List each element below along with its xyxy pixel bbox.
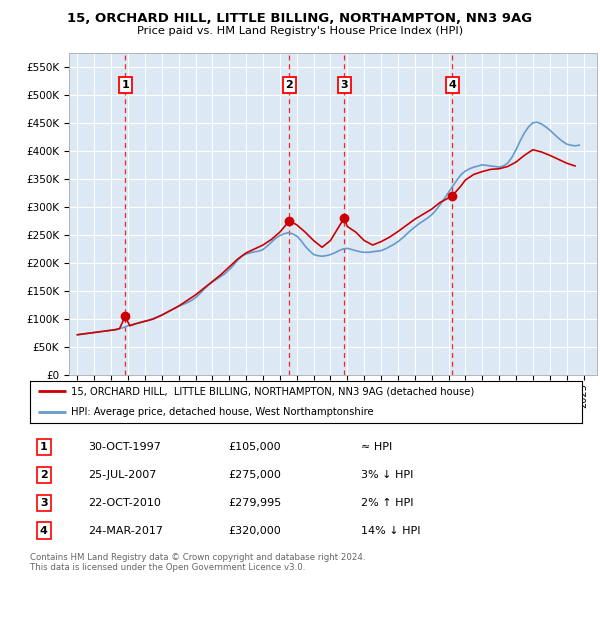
Text: 25-JUL-2007: 25-JUL-2007: [88, 470, 157, 480]
Text: Contains HM Land Registry data © Crown copyright and database right 2024.
This d: Contains HM Land Registry data © Crown c…: [30, 553, 365, 572]
Text: Price paid vs. HM Land Registry's House Price Index (HPI): Price paid vs. HM Land Registry's House …: [137, 26, 463, 36]
Text: £275,000: £275,000: [229, 470, 281, 480]
Text: HPI: Average price, detached house, West Northamptonshire: HPI: Average price, detached house, West…: [71, 407, 374, 417]
Text: 3% ↓ HPI: 3% ↓ HPI: [361, 470, 413, 480]
Text: ≈ HPI: ≈ HPI: [361, 442, 392, 452]
Text: 15, ORCHARD HILL,  LITTLE BILLING, NORTHAMPTON, NN3 9AG (detached house): 15, ORCHARD HILL, LITTLE BILLING, NORTHA…: [71, 386, 475, 396]
Text: 14% ↓ HPI: 14% ↓ HPI: [361, 526, 421, 536]
Text: 15, ORCHARD HILL, LITTLE BILLING, NORTHAMPTON, NN3 9AG: 15, ORCHARD HILL, LITTLE BILLING, NORTHA…: [67, 12, 533, 25]
Text: 1: 1: [121, 80, 129, 90]
Text: 2: 2: [40, 470, 47, 480]
Text: 24-MAR-2017: 24-MAR-2017: [88, 526, 163, 536]
Text: 1: 1: [40, 442, 47, 452]
Text: 2% ↑ HPI: 2% ↑ HPI: [361, 498, 414, 508]
Text: 4: 4: [40, 526, 48, 536]
Text: £279,995: £279,995: [229, 498, 282, 508]
Text: 3: 3: [340, 80, 348, 90]
Text: 2: 2: [286, 80, 293, 90]
Text: 30-OCT-1997: 30-OCT-1997: [88, 442, 161, 452]
Text: £105,000: £105,000: [229, 442, 281, 452]
Text: 22-OCT-2010: 22-OCT-2010: [88, 498, 161, 508]
Text: £320,000: £320,000: [229, 526, 281, 536]
Text: 4: 4: [448, 80, 457, 90]
Text: 3: 3: [40, 498, 47, 508]
